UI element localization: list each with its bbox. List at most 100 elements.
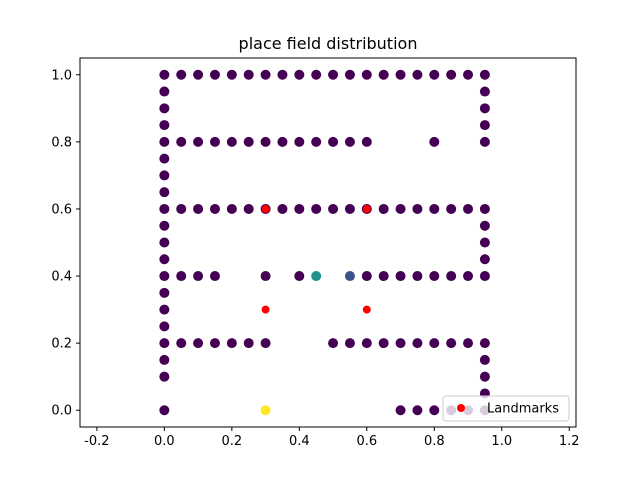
place-field-point (479, 120, 490, 131)
chart-title: place field distribution (239, 34, 418, 53)
legend: Landmarks (442, 395, 570, 422)
place-field-point (446, 203, 457, 214)
place-field-point (159, 271, 170, 282)
y-tick-label: 0.4 (51, 270, 72, 285)
place-field-point (277, 136, 288, 147)
place-field-point (260, 405, 271, 416)
place-field-point (463, 203, 474, 214)
place-field-point (311, 203, 322, 214)
place-field-point (361, 136, 372, 147)
place-field-point (243, 338, 254, 349)
place-field-point (479, 69, 490, 80)
place-field-point (328, 203, 339, 214)
place-field-point (328, 69, 339, 80)
landmark-point (362, 305, 371, 314)
place-field-point (395, 271, 406, 282)
place-field-point (328, 338, 339, 349)
place-field-point (479, 338, 490, 349)
place-field-point (328, 136, 339, 147)
place-field-point (412, 203, 423, 214)
place-field-point (226, 69, 237, 80)
x-tick-label: 0.2 (221, 434, 242, 449)
place-field-point (446, 271, 457, 282)
place-field-point (209, 338, 220, 349)
place-field-point (209, 136, 220, 147)
place-field-point (159, 136, 170, 147)
place-field-point (395, 69, 406, 80)
place-field-point (260, 271, 271, 282)
place-field-point (260, 338, 271, 349)
place-field-point (378, 271, 389, 282)
place-field-point (159, 203, 170, 214)
place-field-point (243, 69, 254, 80)
y-axis: 0.0 0.2 0.4 0.6 0.8 1.0 (51, 68, 80, 419)
place-field-point (176, 69, 187, 80)
place-field-point (277, 69, 288, 80)
place-field-point (193, 69, 204, 80)
place-field-point (193, 338, 204, 349)
x-tick-label: 0.6 (356, 434, 377, 449)
place-field-point (294, 136, 305, 147)
y-tick-label: 0.6 (51, 202, 72, 217)
place-field-point (176, 338, 187, 349)
place-field-point (395, 405, 406, 416)
place-field-point (479, 371, 490, 382)
x-tick-label: 0.8 (424, 434, 445, 449)
place-field-point (260, 136, 271, 147)
y-tick-label: 0.2 (51, 337, 72, 352)
place-field-point (294, 271, 305, 282)
place-field-point (463, 338, 474, 349)
place-field-point (479, 354, 490, 365)
place-field-point (361, 271, 372, 282)
x-tick-label: 0.0 (154, 434, 175, 449)
place-field-point (378, 338, 389, 349)
place-field-point (159, 304, 170, 315)
place-field-point (479, 254, 490, 265)
place-field-point (159, 120, 170, 131)
place-field-point (412, 338, 423, 349)
place-field-point (193, 271, 204, 282)
place-field-point (159, 237, 170, 248)
place-field-point (479, 203, 490, 214)
place-field-point (209, 69, 220, 80)
y-tick-label: 1.0 (51, 68, 72, 83)
x-tick-label: 0.4 (289, 434, 310, 449)
place-field-point (159, 254, 170, 265)
place-field-point (311, 271, 322, 282)
place-field-point (193, 136, 204, 147)
place-field-point (479, 220, 490, 231)
place-field-point (429, 338, 440, 349)
place-field-point (479, 237, 490, 248)
place-field-point (395, 338, 406, 349)
place-field-point (226, 338, 237, 349)
place-field-point (159, 69, 170, 80)
legend-label-landmarks: Landmarks (487, 402, 559, 417)
place-field-point (277, 203, 288, 214)
place-field-point (159, 371, 170, 382)
place-field-point (159, 287, 170, 298)
x-tick-label: -0.2 (84, 434, 109, 449)
place-field-point (226, 136, 237, 147)
legend-landmark-marker (457, 404, 465, 412)
place-field-point (243, 136, 254, 147)
x-axis: -0.2 0.0 0.2 0.4 0.6 0.8 1.0 1.2 (84, 427, 580, 449)
place-field-point (294, 203, 305, 214)
landmark-point (261, 305, 270, 314)
place-field-point (429, 271, 440, 282)
place-field-point (463, 271, 474, 282)
place-field-point (159, 170, 170, 181)
place-field-point (176, 203, 187, 214)
place-field-point (395, 203, 406, 214)
legend-box (442, 395, 570, 422)
place-field-point (159, 86, 170, 97)
place-field-point (176, 271, 187, 282)
place-field-point (209, 271, 220, 282)
place-field-point (344, 271, 355, 282)
place-field-point (378, 203, 389, 214)
place-field-point (159, 153, 170, 164)
y-tick-label: 0.0 (51, 404, 72, 419)
place-field-point (446, 69, 457, 80)
place-field-point (159, 187, 170, 198)
place-field-point (446, 338, 457, 349)
